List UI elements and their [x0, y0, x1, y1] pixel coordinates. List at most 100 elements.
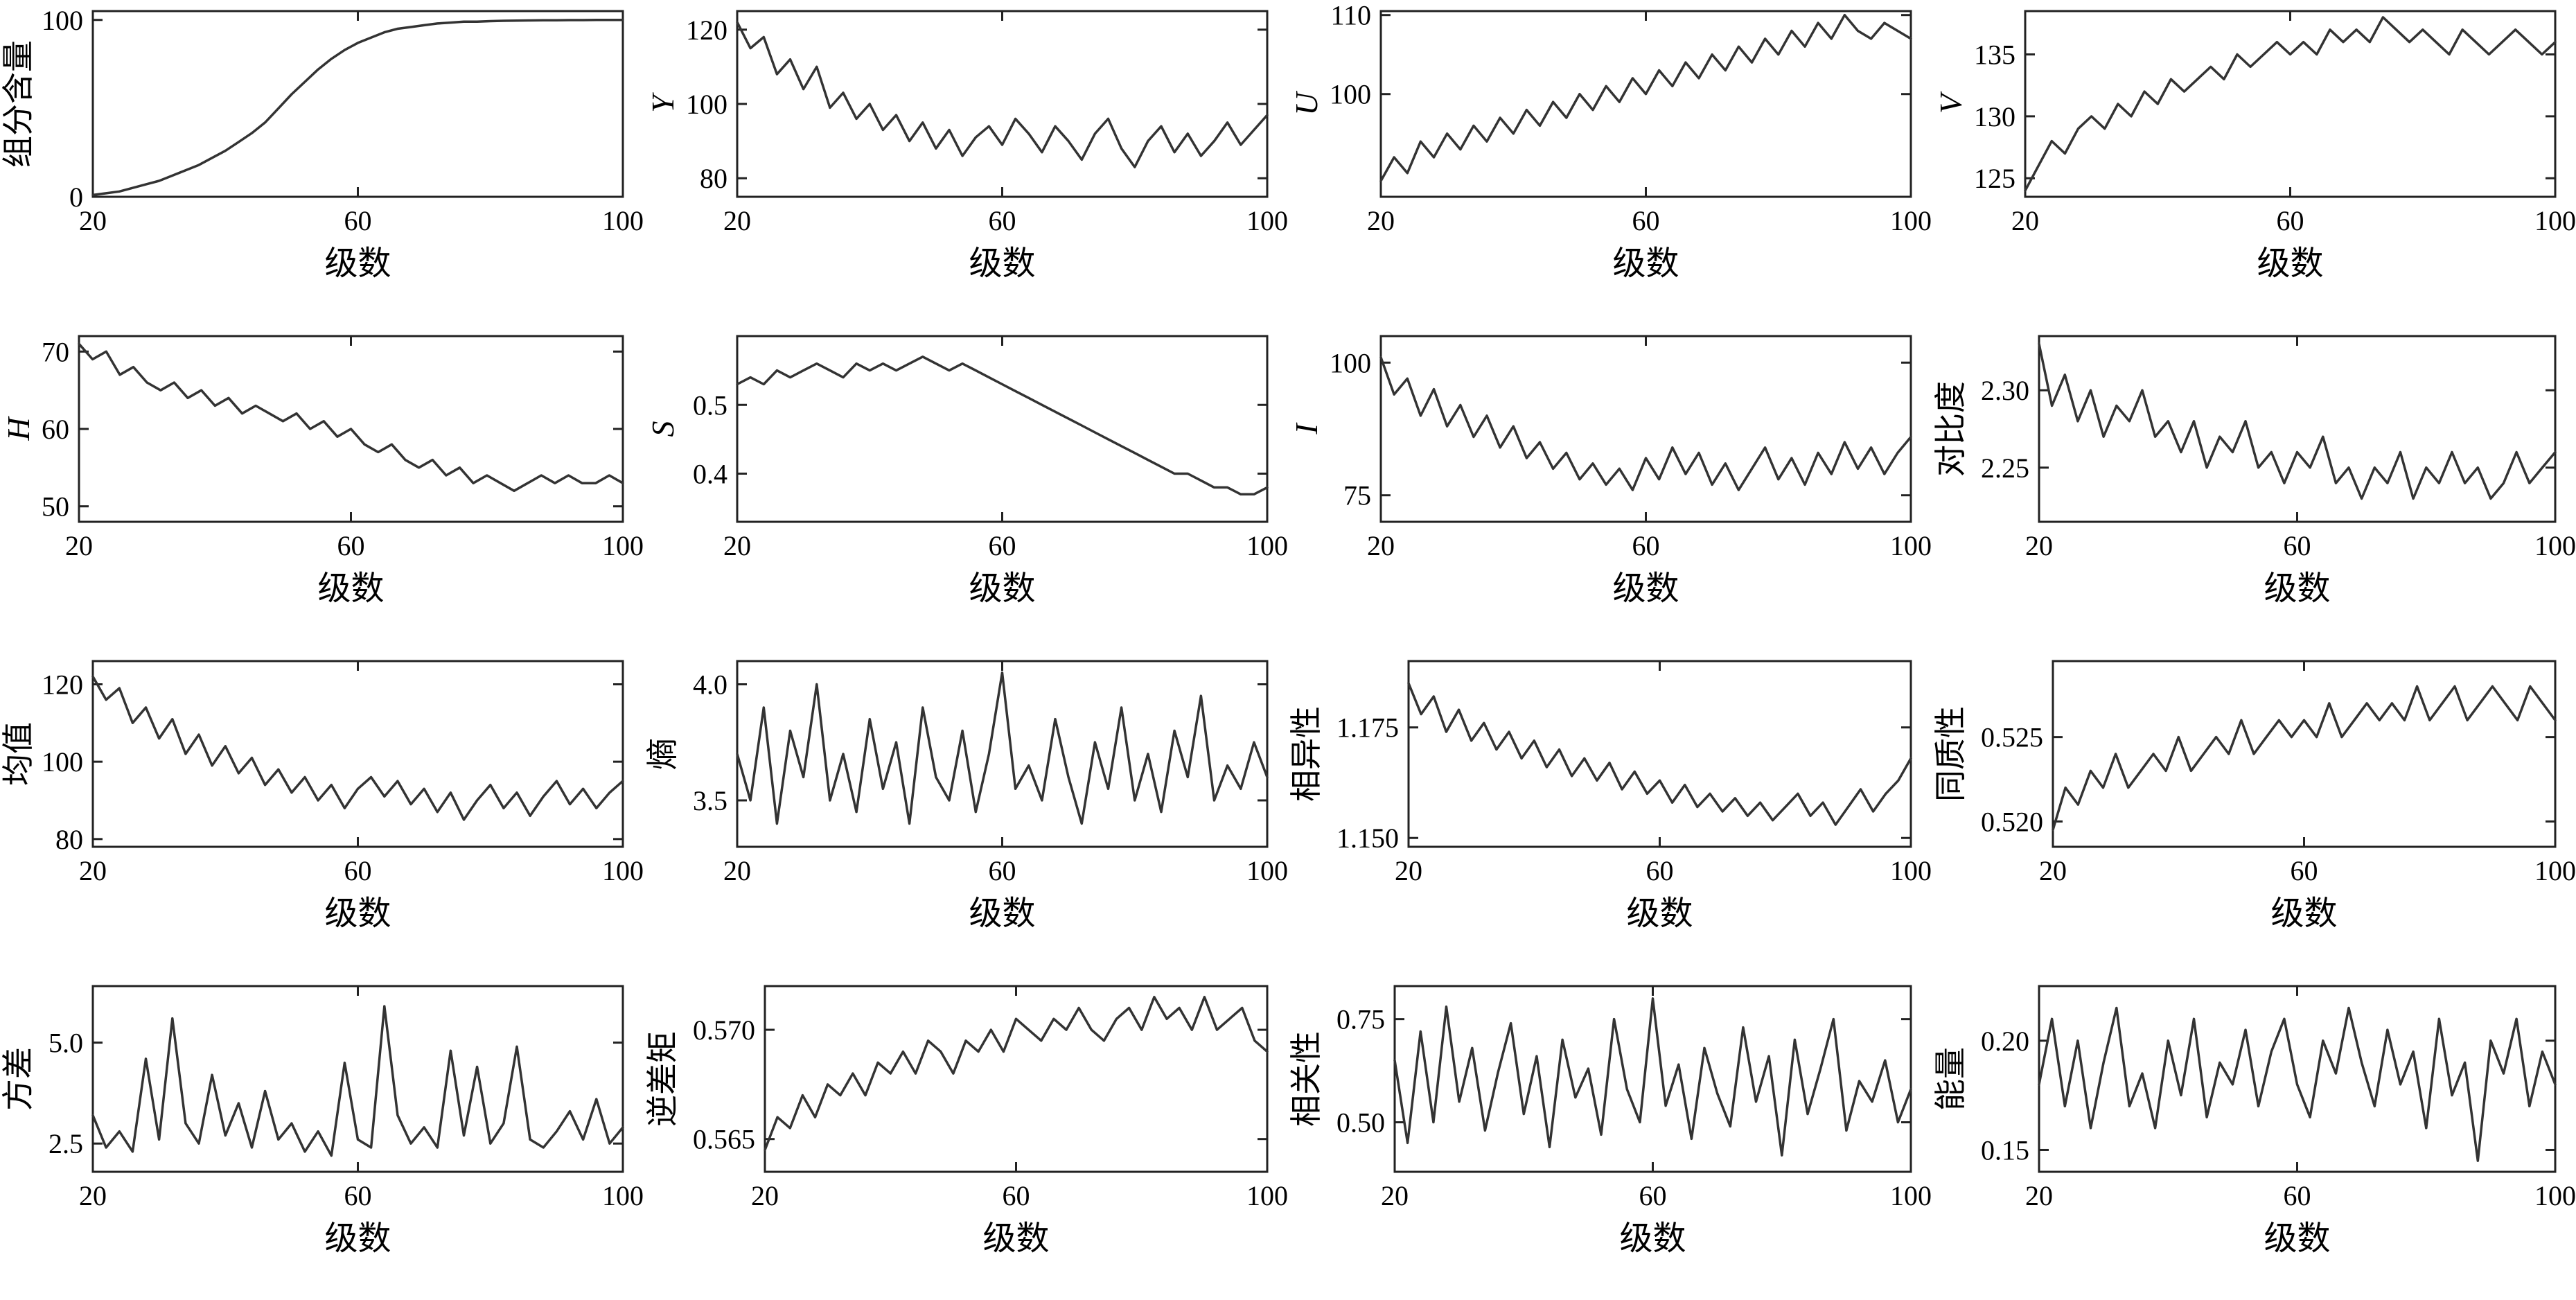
y-axis-label: 同质性: [1933, 706, 1968, 802]
x-tick-label: 20: [1395, 855, 1422, 886]
y-tick-label: 0.5: [693, 389, 727, 421]
x-axis-label: 级数: [2264, 1220, 2330, 1257]
chart-svg-H: 20 60 100 50 60 70 级数 H: [1, 335, 644, 607]
y-tick-label: 50: [42, 491, 69, 522]
plot-frame: [2038, 335, 2556, 523]
x-tick-label: 60: [1646, 855, 1674, 886]
chart-svg-contrast: 20 60 100 2.25 2.30 级数 对比度: [1933, 335, 2576, 607]
x-tick-label: 20: [1367, 205, 1395, 236]
x-tick-label: 20: [1381, 1180, 1409, 1211]
plot-frame: [2024, 10, 2556, 198]
data-line-component-content: [91, 19, 624, 197]
y-axis-label: U: [1289, 91, 1324, 116]
x-tick-label: 100: [1890, 530, 1932, 561]
x-axis-label: 级数: [324, 895, 391, 932]
x-axis-label: 级数: [969, 245, 1035, 282]
chart-svg-V: 20 60 100 125 130 135 级数 V: [1933, 10, 2576, 282]
x-tick-label: 60: [337, 530, 365, 561]
x-tick-label: 20: [723, 205, 751, 236]
x-axis-label: 级数: [1626, 895, 1693, 932]
data-line-energy: [2037, 1006, 2557, 1162]
plot-frame: [2052, 660, 2556, 848]
x-tick-label: 100: [1246, 530, 1288, 561]
data-line-inverse-difference-moment: [763, 996, 1269, 1152]
x-axis-label: 级数: [969, 570, 1035, 607]
y-axis-label: 熵: [645, 738, 680, 770]
plot-frame: [736, 10, 1268, 198]
y-tick-label: 80: [700, 163, 727, 194]
y-tick-label: 0.520: [1981, 806, 2043, 837]
x-tick-label: 100: [602, 205, 644, 236]
y-tick-label: 0.75: [1336, 1004, 1385, 1035]
x-tick-label: 100: [602, 1180, 644, 1211]
y-tick-label: 75: [1343, 480, 1371, 511]
plot-frame: [1379, 335, 1912, 523]
data-line-I: [1379, 355, 1912, 491]
x-tick-label: 20: [723, 530, 751, 561]
data-line-Y: [735, 21, 1269, 168]
x-tick-label: 100: [602, 530, 644, 561]
x-tick-label: 100: [2534, 205, 2576, 236]
y-axis-label: Y: [645, 92, 680, 113]
x-tick-label: 100: [1890, 205, 1932, 236]
chart-svg-mean: 20 60 100 80 100 120 级数 均值: [1, 660, 644, 932]
y-tick-label: 125: [1974, 163, 2015, 194]
x-axis-label: 级数: [1612, 570, 1679, 607]
x-tick-label: 60: [1002, 1180, 1030, 1211]
y-axis-label: 逆差矩: [645, 1031, 680, 1127]
x-tick-label: 20: [65, 530, 93, 561]
y-tick-label: 100: [686, 89, 727, 120]
chart-cell-homogeneity: 20 60 100 0.520 0.525 级数 同质性: [1932, 650, 2576, 975]
x-tick-label: 60: [2283, 1180, 2311, 1211]
y-tick-label: 120: [42, 669, 83, 701]
x-tick-label: 100: [1890, 855, 1932, 886]
x-tick-label: 20: [1367, 530, 1395, 561]
chart-cell-S: 20 60 100 0.4 0.5 级数 S: [644, 325, 1289, 650]
y-tick-label: 0.15: [1981, 1134, 2029, 1166]
chart-cell-inverse-difference-moment: 20 60 100 0.565 0.570 级数 逆差矩: [644, 975, 1289, 1300]
chart-cell-entropy: 20 60 100 3.5 4.0 级数 熵: [644, 650, 1289, 975]
x-tick-label: 60: [344, 205, 372, 236]
chart-cell-mean: 20 60 100 80 100 120 级数 均值: [0, 650, 644, 975]
chart-cell-correlation: 20 60 100 0.50 0.75 级数 相关性: [1288, 975, 1932, 1300]
y-tick-label: 100: [1330, 79, 1371, 110]
y-tick-label: 2.30: [1981, 375, 2029, 406]
x-axis-label: 级数: [2264, 570, 2330, 607]
x-tick-label: 20: [79, 855, 107, 886]
y-axis-label: 对比度: [1933, 381, 1968, 477]
y-tick-label: 0.570: [693, 1014, 755, 1046]
y-tick-label: 0.525: [1981, 722, 2043, 753]
x-tick-label: 20: [751, 1180, 779, 1211]
y-tick-label: 100: [42, 5, 83, 36]
y-tick-label: 1.175: [1336, 712, 1399, 744]
y-tick-label: 60: [42, 414, 69, 445]
data-line-mean: [91, 675, 624, 821]
x-tick-label: 60: [344, 1180, 372, 1211]
x-tick-label: 60: [1632, 530, 1660, 561]
y-tick-label: 100: [42, 746, 83, 778]
x-axis-label: 级数: [324, 1220, 391, 1257]
data-line-H: [78, 342, 624, 493]
y-axis-label: 均值: [1, 722, 36, 786]
x-axis-label: 级数: [2270, 895, 2337, 932]
x-tick-label: 100: [2534, 855, 2576, 886]
chart-cell-component-content: 20 60 100 0 100 级数 组分含量: [0, 0, 644, 325]
x-tick-label: 60: [1632, 205, 1660, 236]
chart-cell-contrast: 20 60 100 2.25 2.30 级数 对比度: [1932, 325, 2576, 650]
chart-cell-variance: 20 60 100 2.5 5.0 级数 方差: [0, 975, 644, 1300]
chart-svg-energy: 20 60 100 0.15 0.20 级数 能量: [1933, 985, 2576, 1257]
x-axis-label: 级数: [324, 245, 391, 282]
x-tick-label: 60: [988, 530, 1016, 561]
x-tick-label: 20: [2025, 1180, 2053, 1211]
y-tick-label: 0.20: [1981, 1026, 2029, 1057]
data-line-contrast: [2037, 342, 2557, 500]
x-tick-label: 60: [2290, 855, 2318, 886]
chart-svg-correlation: 20 60 100 0.50 0.75 级数 相关性: [1289, 985, 1932, 1257]
chart-svg-S: 20 60 100 0.4 0.5 级数 S: [645, 335, 1288, 607]
chart-svg-variance: 20 60 100 2.5 5.0 级数 方差: [1, 985, 644, 1257]
x-tick-label: 100: [1246, 205, 1288, 236]
x-tick-label: 100: [602, 855, 644, 886]
y-axis-label: S: [645, 421, 680, 437]
y-axis-label: I: [1289, 422, 1324, 435]
chart-svg-entropy: 20 60 100 3.5 4.0 级数 熵: [645, 660, 1288, 932]
